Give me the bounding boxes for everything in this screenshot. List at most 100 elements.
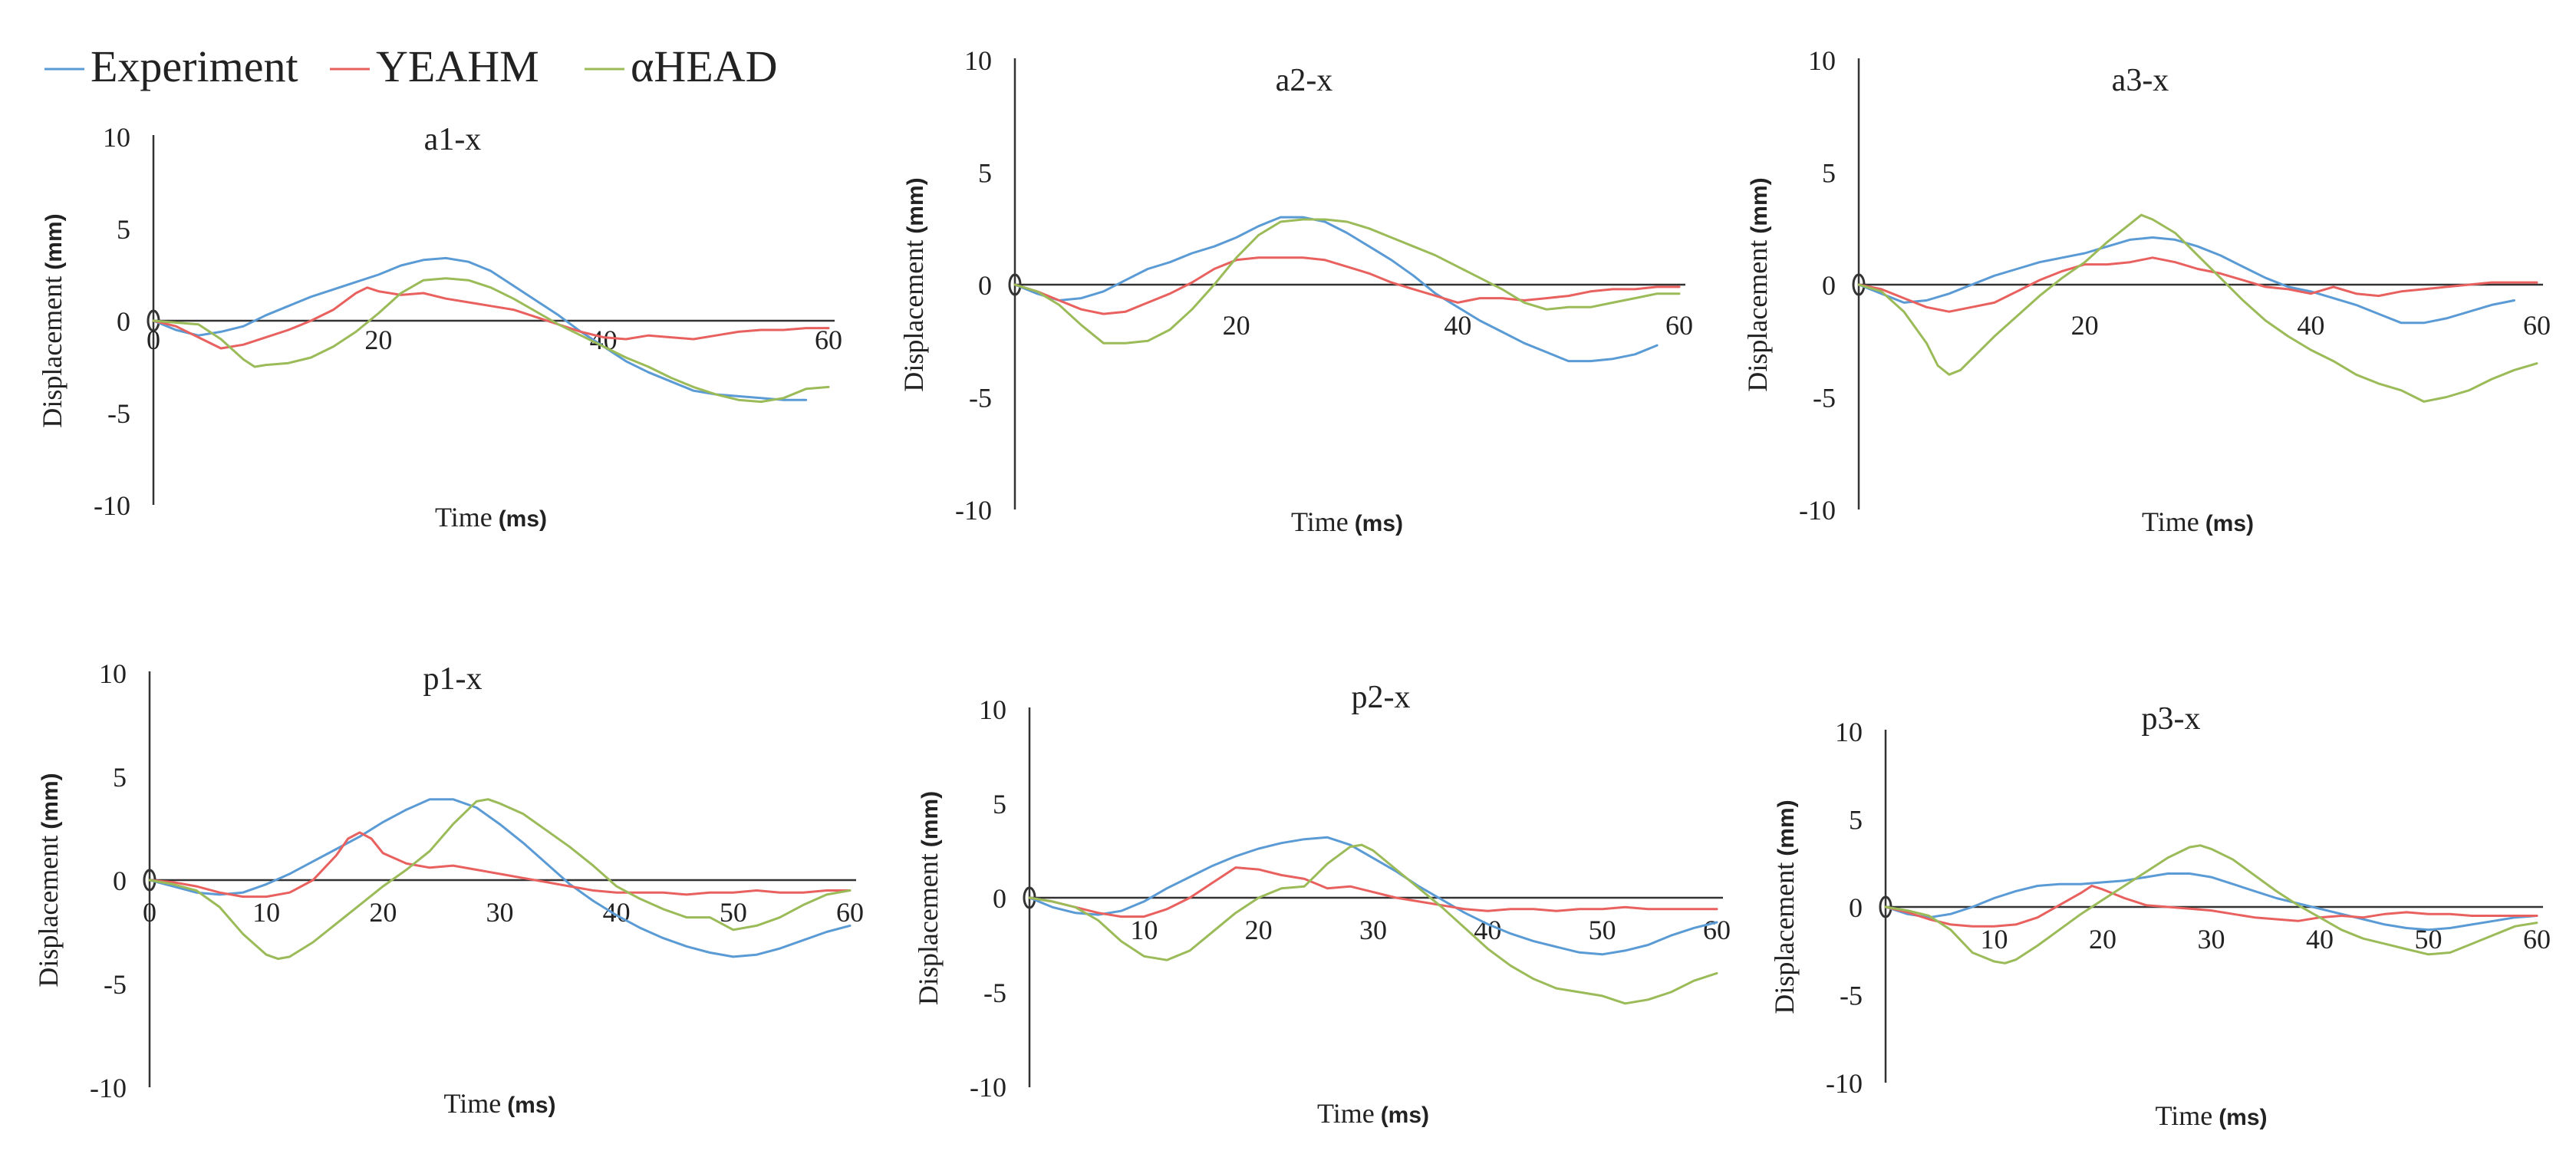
y-tick-label: -10 [1799,495,1836,526]
x-tick-label: 30 [1359,915,1387,945]
series-line-yeahm [148,831,852,899]
x-axis-label: Time (ms) [443,1088,555,1119]
chart-title: a1-x [424,122,482,157]
y-tick-label: 5 [1849,805,1863,836]
x-tick-label: 20 [1223,310,1250,341]
chart-title: p2-x [1352,680,1411,715]
legend: Experiment YEAHM αHEAD [44,41,777,91]
panel-a2-x: 10 5 0 -5 -10 20 40 60 a2-x Time (ms) Displacement (… [898,45,1693,537]
x-axis-label-unit: (ms) [1381,1103,1429,1128]
x-tick-label: 30 [2198,924,2225,955]
chart-title: a3-x [2112,63,2169,98]
y-axis-label-text: Displacement [33,836,64,988]
y-tick-label: -10 [90,1073,127,1103]
y-tick-label: 5 [113,762,127,793]
x-tick-label: 50 [720,897,747,928]
x-tick-label: 40 [1444,310,1471,341]
x-tick-label: 40 [2297,310,2324,341]
y-tick-label: 0 [993,883,1006,914]
y-axis-label-text: Displacement [1742,240,1773,392]
x-tick-label: 0 [143,897,156,928]
x-tick-label: 60 [2523,310,2551,341]
y-axis-label-unit: (mm) [903,177,928,233]
y-tick-label: 0 [1822,270,1836,301]
x-tick-label: 60 [1665,310,1693,341]
y-axis-label: Displacement (mm) [913,791,944,1005]
y-axis-label-unit: (mm) [38,773,63,829]
series-line-alphahead [148,798,852,961]
y-axis-label-text: Displacement [898,240,929,392]
x-axis-label-unit: (ms) [2219,1105,2267,1130]
y-tick-label: -5 [1813,383,1836,414]
y-tick-label: 5 [993,789,1006,819]
y-tick-label: -10 [1826,1068,1863,1099]
y-axis-label: Displacement (mm) [33,773,64,987]
x-axis-label-unit: (ms) [2205,511,2254,536]
x-axis-label-text: Time [435,502,492,533]
series-line-yeahm [1013,256,1681,315]
x-tick-label: 40 [603,897,631,928]
y-axis-label: Displacement (mm) [1742,177,1773,391]
legend-label-alphahead: αHEAD [631,41,777,91]
y-tick-label: 10 [964,45,992,76]
y-axis-label-unit: (mm) [1774,800,1799,856]
x-tick-label: 10 [1981,924,2008,955]
y-axis-label: Displacement (mm) [898,177,929,391]
x-axis-label-unit: (ms) [1355,511,1403,536]
y-axis-label-text: Displacement [913,853,944,1005]
legend-label-experiment: Experiment [91,41,298,91]
series-line-alphahead [1884,844,2538,965]
y-tick-label: 10 [1808,45,1836,76]
x-tick-label: 20 [1245,915,1273,945]
series-line-experiment [152,256,808,401]
y-axis-label-text: Displacement [1769,862,1800,1014]
y-tick-label: 0 [1849,892,1863,923]
y-tick-label: -5 [107,398,130,429]
series-line-experiment [1013,216,1659,363]
x-tick-label: 60 [836,897,864,928]
y-tick-label: 5 [1822,158,1836,189]
x-tick-label: 10 [1130,915,1158,945]
y-tick-label: 0 [117,306,130,337]
chart-title: p1-x [423,661,483,697]
series-line-yeahm [152,286,830,350]
x-tick-label: 20 [369,897,397,928]
chart-title: a2-x [1276,63,1333,98]
y-tick-label: 5 [978,158,992,189]
x-axis-label-text: Time [2155,1100,2212,1131]
y-axis-label: Displacement (mm) [1769,800,1800,1014]
y-tick-label: -5 [104,969,127,1000]
x-tick-label: 10 [252,897,280,928]
y-tick-label: 10 [979,694,1006,725]
x-axis-label: Time (ms) [2155,1100,2267,1131]
y-tick-label: -10 [970,1072,1006,1103]
y-tick-label: 0 [113,866,127,896]
series-line-experiment [1884,872,2538,932]
x-tick-label: 0 [147,325,160,355]
y-tick-label: 0 [978,270,992,301]
y-tick-label: -5 [983,978,1006,1008]
series-line-yeahm [1857,256,2538,313]
y-tick-label: 10 [103,122,130,153]
x-axis-label: Time (ms) [435,502,547,533]
series-line-experiment [1028,836,1718,956]
x-axis-label-unit: (ms) [507,1093,555,1118]
legend-label-yeahm: YEAHM [376,41,539,91]
x-axis-label-text: Time [1291,506,1349,537]
y-axis-label: Displacement (mm) [37,213,68,427]
x-tick-label: 20 [2071,310,2099,341]
x-axis-label: Time (ms) [1317,1098,1429,1129]
x-tick-label: 60 [2523,924,2551,955]
series-line-alphahead [152,277,830,404]
x-tick-label: 40 [2306,924,2334,955]
series-line-alphahead [1028,843,1718,1005]
y-tick-label: -10 [955,495,992,526]
series-line-experiment [148,798,852,958]
x-axis-label: Time (ms) [2142,506,2254,537]
y-tick-label: 10 [99,658,127,689]
